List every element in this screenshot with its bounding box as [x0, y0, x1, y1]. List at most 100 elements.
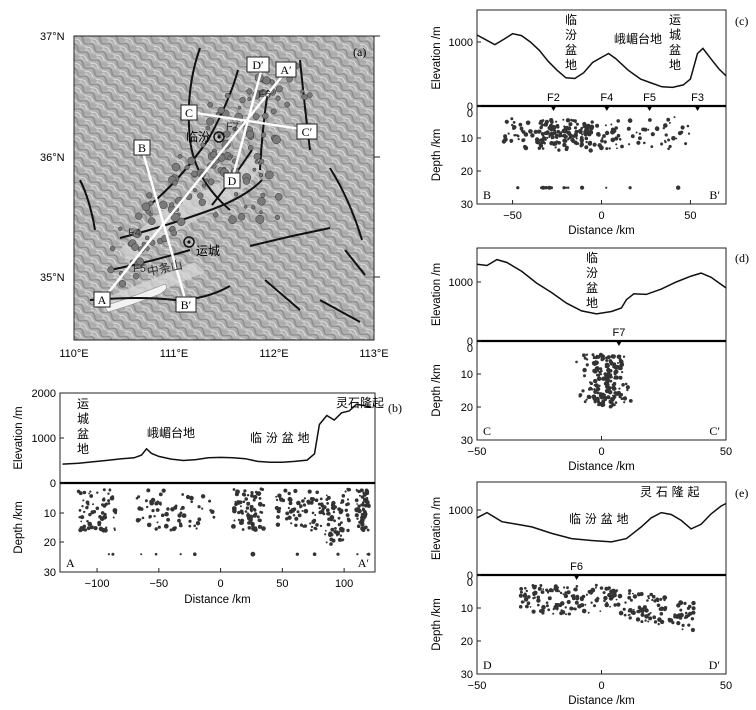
hypocenter-point: [623, 401, 626, 404]
hypocenter-point: [518, 605, 523, 609]
hypocenter-point: [362, 501, 365, 504]
hypocenter-point: [568, 612, 572, 616]
hypocenter-point: [101, 498, 106, 502]
epicenter: [252, 167, 257, 172]
hypocenter-point: [581, 608, 587, 614]
depth-axis-title: Depth /km: [431, 364, 443, 416]
hypocenter-point: [526, 601, 531, 605]
x-tick-label: −50: [468, 680, 487, 692]
hypocenter-point: [679, 608, 683, 612]
hypocenter-point: [671, 136, 676, 141]
hypocenter-point: [522, 593, 528, 598]
hypocenter-point: [643, 141, 646, 145]
hypocenter-point: [593, 369, 597, 372]
hypocenter-point: [274, 505, 279, 511]
fault-lines: [79, 47, 366, 323]
hypocenter-point: [339, 534, 343, 537]
hypocenter-point: [624, 382, 628, 386]
hypocenter-point: [658, 607, 663, 611]
hypocenter-point: [195, 527, 198, 530]
hypocenter-point: [100, 511, 105, 515]
hypocenter-point: [691, 600, 696, 606]
hypocenter-point: [237, 518, 241, 522]
terrain-annotation: 峨嵋台地: [614, 31, 662, 46]
hypocenter-point: [576, 142, 580, 145]
hypocenter-point: [610, 397, 615, 402]
hypocenter-point: [618, 138, 622, 141]
hypocenter-point: [608, 404, 613, 409]
panel-label: (e): [735, 486, 748, 500]
elevation-line: [62, 403, 372, 465]
hypocenter-point: [503, 134, 508, 139]
hypocenter-point: [113, 527, 116, 530]
hypocenter-point: [597, 402, 602, 407]
hypocenter-point: [616, 133, 621, 138]
hypocenter-point: [80, 520, 83, 523]
hypocenter-point: [188, 524, 192, 528]
hypocenter-point: [628, 592, 631, 595]
terrain-annotation: 运城盆地: [77, 397, 89, 456]
hypocenter-point: [588, 148, 593, 153]
hypocenter-point: [583, 400, 587, 404]
hypocenter-point: [609, 605, 611, 608]
hypocenter-point: [579, 596, 584, 601]
hypocenter-point: [597, 143, 602, 148]
hypocenter-point: [567, 138, 570, 141]
epicenter: [233, 126, 238, 131]
hypocenter-point: [89, 525, 94, 530]
hypocenter-point: [611, 383, 614, 386]
hypocenter-point: [593, 400, 597, 404]
hypocenter-point: [649, 611, 652, 614]
x-tick-label: 0: [598, 680, 604, 692]
hypocenter-point: [666, 117, 671, 122]
hypocenter-point: [525, 120, 531, 126]
hypocenter-point: [89, 490, 92, 493]
hypocenter-point: [262, 503, 266, 507]
hypocenter-point: [233, 519, 236, 522]
hypocenter-point: [250, 509, 253, 513]
hypocenter-point: [303, 508, 309, 514]
depth-axis-title: Depth /km: [13, 501, 25, 553]
profile-start-label: A: [66, 556, 75, 570]
hypocenter-point: [309, 522, 312, 525]
hypocenter-point: [615, 143, 618, 146]
hypocenter-point: [83, 528, 88, 532]
hypocenter-point: [627, 118, 633, 123]
hypocenter-point: [553, 129, 557, 133]
hypocenter-point: [683, 601, 687, 606]
epicenter: [228, 215, 237, 224]
hypocenter-point: [135, 497, 139, 500]
hypocenter-point: [279, 497, 284, 502]
hypocenter-point: [86, 506, 89, 509]
hypocenter-point: [210, 510, 214, 514]
hypocenter-point: [245, 506, 250, 510]
hypocenter-point: [624, 601, 627, 604]
panel-label: (d): [735, 251, 749, 265]
x-axis-title: Distance /km: [568, 225, 634, 237]
hypocenter-point: [315, 523, 319, 527]
hypocenter-point: [569, 606, 574, 611]
hypocenter-point: [606, 382, 609, 385]
hypocenter-point: [621, 371, 624, 374]
hypocenter-point: [107, 492, 110, 495]
end-A: A: [98, 293, 107, 307]
hypocenter-point: [96, 491, 99, 494]
label-zhongtiao: 中条山: [146, 257, 184, 279]
hypocenter-point: [275, 498, 279, 502]
x-tick-label: 0: [218, 578, 224, 590]
hypocenter-point: [326, 522, 331, 527]
hypocenter-point: [541, 147, 545, 150]
profile-end-label: C′: [709, 424, 720, 438]
hypocenter-point: [691, 610, 696, 615]
hypocenter-point: [543, 186, 547, 190]
profile-end-labels: A A′ B B′ C C′ D D′: [93, 56, 318, 313]
hypocenter-point: [568, 122, 572, 127]
hypocenter-point: [599, 352, 603, 357]
hypocenter-point: [562, 186, 566, 190]
lat-35: 35°N: [40, 272, 65, 284]
hypocenter-point: [302, 503, 307, 507]
hypocenter-point: [679, 612, 684, 618]
elev-tick-label: 2000: [32, 388, 56, 400]
terrain-annotation: 峨嵋台地: [147, 425, 195, 440]
